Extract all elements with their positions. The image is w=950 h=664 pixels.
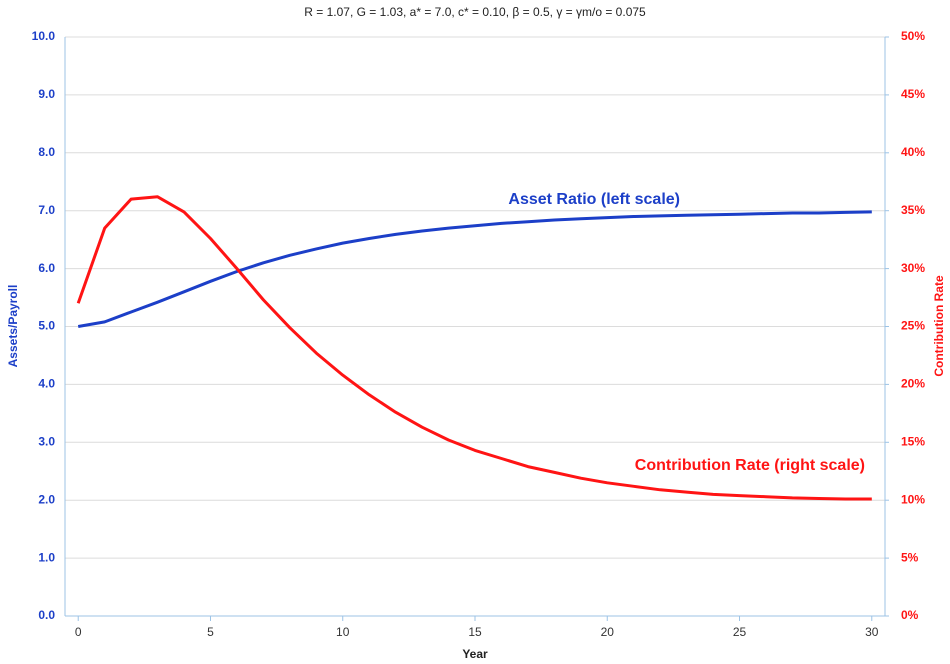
- x-axis-label: Year: [462, 647, 488, 661]
- y2-tick-label: 45%: [901, 87, 925, 101]
- y2-axis-label: Contribution Rate: [932, 275, 946, 377]
- x-tick-label: 5: [207, 625, 214, 639]
- y-tick-label: 0.0: [38, 608, 55, 622]
- y2-tick-label: 5%: [901, 550, 919, 564]
- series-label: Contribution Rate (right scale): [635, 457, 865, 474]
- y-tick-label: 6.0: [38, 261, 55, 275]
- y2-tick-label: 35%: [901, 203, 925, 217]
- y-tick-label: 5.0: [38, 319, 55, 333]
- y2-tick-label: 30%: [901, 261, 925, 275]
- x-tick-label: 30: [865, 625, 879, 639]
- y-axis-label: Assets/Payroll: [6, 285, 20, 368]
- x-tick-label: 20: [601, 625, 615, 639]
- y-tick-label: 4.0: [38, 377, 55, 391]
- x-tick-label: 10: [336, 625, 350, 639]
- series-line: [76, 195, 872, 501]
- y-tick-label: 3.0: [38, 434, 55, 448]
- y-tick-label: 7.0: [38, 203, 55, 217]
- y2-tick-label: 25%: [901, 319, 925, 333]
- x-tick-label: 15: [468, 625, 482, 639]
- y-tick-label: 9.0: [38, 87, 55, 101]
- series-line: [77, 210, 872, 328]
- y-tick-label: 10.0: [32, 29, 56, 43]
- y-tick-label: 2.0: [38, 492, 55, 506]
- y2-tick-label: 15%: [901, 434, 925, 448]
- y2-tick-label: 40%: [901, 145, 925, 159]
- y2-tick-label: 50%: [901, 29, 925, 43]
- x-tick-label: 0: [75, 625, 82, 639]
- chart-title: R = 1.07, G = 1.03, a* = 7.0, c* = 0.10,…: [304, 5, 646, 19]
- series-label: Asset Ratio (left scale): [508, 191, 680, 208]
- y-tick-label: 8.0: [38, 145, 55, 159]
- y-tick-label: 1.0: [38, 550, 55, 564]
- y2-tick-label: 0%: [901, 608, 919, 622]
- x-tick-label: 25: [733, 625, 747, 639]
- y2-tick-label: 20%: [901, 377, 925, 391]
- y2-tick-label: 10%: [901, 492, 925, 506]
